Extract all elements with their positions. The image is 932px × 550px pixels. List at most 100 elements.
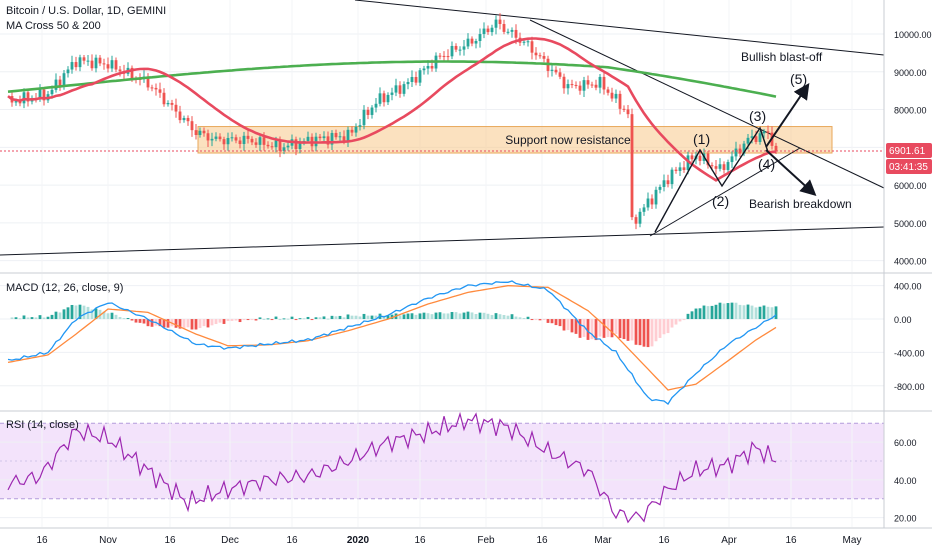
macd-histogram-bar <box>130 319 134 321</box>
candle-body <box>422 68 426 71</box>
macd-histogram-bar <box>258 317 262 320</box>
candle-body <box>258 137 262 145</box>
candle-body <box>318 136 322 139</box>
wave-1-label: (1) <box>693 131 710 147</box>
macd-histogram-bar <box>162 319 166 328</box>
candle-body <box>490 27 494 33</box>
macd-histogram-bar <box>570 319 574 333</box>
macd-histogram-bar <box>14 317 18 320</box>
candle-body <box>554 69 558 73</box>
candle-body <box>570 84 574 86</box>
macd-histogram-bar <box>358 316 362 320</box>
candle-body <box>182 117 186 121</box>
candle-body <box>418 70 422 83</box>
candle-body <box>522 41 526 43</box>
price-pane[interactable]: Support now resistance Bitcoin / U.S. Do… <box>0 0 885 272</box>
macd-pane[interactable]: MACD (12, 26, close, 9) <box>0 274 884 410</box>
candle-body <box>762 131 766 134</box>
candle-body <box>106 64 110 69</box>
candlesticks <box>10 13 778 230</box>
ma-200-line <box>7 60 777 98</box>
macd-histogram-bar <box>338 315 342 320</box>
candle-body <box>598 76 602 88</box>
candle-body <box>26 92 30 102</box>
candle-body <box>38 89 42 99</box>
candle-body <box>726 162 730 170</box>
macd-histogram-bar <box>70 304 74 320</box>
candle-body <box>466 38 470 47</box>
candle-body <box>530 41 534 53</box>
candle-body <box>474 41 478 44</box>
macd-histogram-bar <box>146 319 150 327</box>
time-tick-label: Mar <box>594 535 612 546</box>
candle-body <box>750 136 754 138</box>
candle-body <box>706 153 710 166</box>
candle-body <box>526 41 530 43</box>
macd-histogram-bar <box>274 316 278 320</box>
macd-histogram-bar <box>534 319 538 321</box>
price-tick-label: 8000.00 <box>894 106 927 116</box>
macd-histogram-bar <box>406 313 410 320</box>
macd-histogram-bar <box>586 319 590 340</box>
candle-body <box>662 180 666 187</box>
candle-body <box>334 132 338 138</box>
candle-body <box>458 49 462 51</box>
candle-body <box>502 24 506 32</box>
macd-histogram-bar <box>42 317 46 320</box>
candle-body <box>406 82 410 85</box>
macd-histogram-bar <box>282 318 286 320</box>
candle-body <box>646 198 650 208</box>
candle-body <box>722 164 726 170</box>
macd-histogram-bar <box>666 319 670 334</box>
macd-histogram-bar <box>658 319 662 338</box>
candle-body <box>462 46 466 50</box>
rsi-title: RSI (14, close) <box>6 419 79 431</box>
candle-body <box>678 167 682 171</box>
macd-histogram-bar <box>186 319 190 328</box>
candle-body <box>430 66 434 69</box>
macd-histogram-bar <box>410 313 414 320</box>
candle-body <box>194 130 198 135</box>
bar-countdown: 03:41:35 <box>889 162 928 173</box>
macd-histogram-bar <box>122 318 126 320</box>
macd-histogram-bar <box>422 312 426 320</box>
macd-histogram-bar <box>298 318 302 320</box>
candle-body <box>226 137 230 145</box>
candle-body <box>642 207 646 212</box>
macd-histogram-bar <box>194 319 198 330</box>
macd-histogram-bar <box>726 303 730 320</box>
macd-histogram-bar <box>634 319 638 345</box>
candle-body <box>626 109 630 115</box>
candle-body <box>654 189 658 205</box>
macd-histogram-bar <box>58 312 62 320</box>
macd-histogram-bar <box>730 302 734 320</box>
candle-body <box>578 85 582 91</box>
candle-body <box>754 136 758 142</box>
candle-body <box>206 133 210 141</box>
candle-body <box>198 130 202 135</box>
candle-body <box>482 28 486 35</box>
candle-body <box>306 136 310 141</box>
macd-histogram-bar <box>306 316 310 320</box>
price-tick-label: 9000.00 <box>894 68 927 78</box>
ma-50-line <box>7 37 777 182</box>
macd-histogram-bar <box>674 319 678 325</box>
candle-body <box>390 92 394 95</box>
candle-body <box>62 73 66 87</box>
time-axis[interactable]: 16 Nov 16 Dec 16 2020 16 Feb 16 Mar 16 Apr 16 May <box>36 535 861 546</box>
candle-body <box>410 77 414 83</box>
macd-histogram-bar <box>686 313 690 320</box>
rsi-pane[interactable]: RSI (14, close) <box>0 411 884 527</box>
macd-histogram-bar <box>118 317 122 320</box>
macd-histogram-bar <box>286 318 290 320</box>
macd-histogram-bar <box>346 314 350 320</box>
candle-body <box>582 80 586 91</box>
macd-histogram-bar <box>706 306 710 320</box>
macd-histogram-bar <box>502 315 506 320</box>
macd-histogram-bar <box>142 319 146 324</box>
macd-histogram-bar <box>722 303 726 320</box>
candle-body <box>650 198 654 205</box>
macd-histogram-bar <box>602 319 606 338</box>
macd-histogram-bar <box>166 319 170 328</box>
